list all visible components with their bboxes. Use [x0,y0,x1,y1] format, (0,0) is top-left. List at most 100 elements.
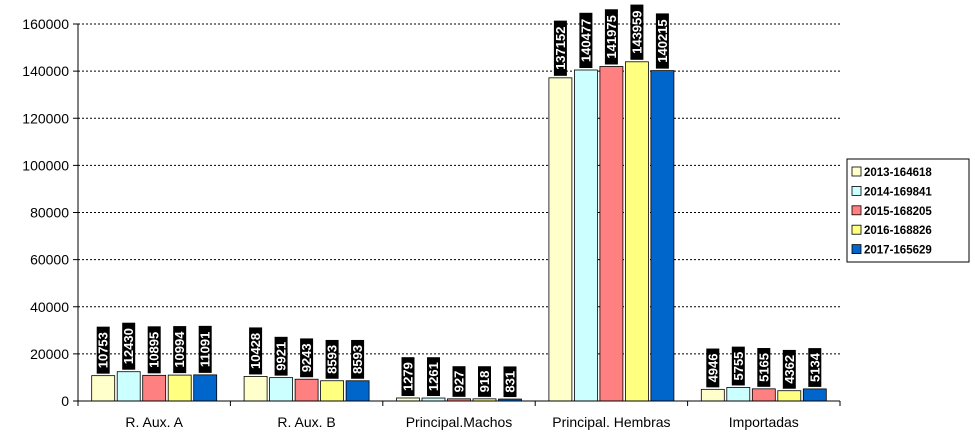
bar [777,390,802,402]
data-label: 137152 [553,27,568,70]
data-label-box [147,326,161,374]
y-tick-label: 60000 [30,252,69,268]
data-label: 831 [503,371,518,393]
data-label: 5165 [756,353,771,382]
data-label-box [300,338,314,378]
data-label: 140215 [655,19,670,62]
bar [116,371,141,402]
legend-swatch [851,166,862,177]
bar [650,70,675,402]
data-label: 4362 [782,355,797,384]
y-tick-label: 140000 [22,63,69,79]
data-label-box [173,326,187,374]
bar [802,388,827,402]
bar [167,374,192,402]
bar [700,388,725,402]
data-label-box [579,12,593,69]
y-tick-label: 0 [61,393,69,409]
gridlines [78,23,840,355]
data-label: 9243 [299,343,314,372]
legend-label: 2015-168205 [864,206,932,218]
data-label: 8593 [325,345,340,374]
bar [345,380,370,402]
data-label-box [604,9,618,65]
data-label: 10753 [96,332,111,368]
data-label-box [198,325,212,373]
legend-box [846,158,970,263]
data-label-box [249,327,263,375]
bar [91,375,116,402]
x-tick-label: R. Aux. B [277,414,335,430]
data-label-box [808,348,822,387]
data-label: 918 [477,371,492,393]
data-label-box [503,366,517,398]
data-label: 5755 [731,352,746,381]
bar [294,378,319,402]
bar [726,387,751,402]
legend-label: 2013-164618 [864,167,932,179]
x-tick-label: Importadas [729,414,799,430]
y-tick-label: 40000 [30,299,69,315]
legend-label: 2017-165629 [864,245,932,257]
bar [574,69,598,402]
legend-swatch [851,205,862,216]
data-label-box [274,336,288,376]
data-label-box [782,349,796,389]
data-label: 11091 [198,332,213,367]
data-label-box [325,339,339,379]
data-label-box [630,4,644,60]
legend-swatch [851,244,862,255]
data-label: 143959 [629,11,644,54]
data-label: 12430 [121,328,136,364]
legend-label: 2014-169841 [864,186,932,198]
data-label: 10428 [248,333,263,369]
legend-swatch [851,185,862,196]
x-tick-label: Principal. Hembras [552,414,670,430]
bar [548,77,573,402]
data-label-box [655,13,669,69]
legend-swatch [851,224,862,235]
y-tick-label: 120000 [22,110,69,126]
data-label: 9921 [274,342,289,371]
data-label: 141975 [604,15,619,58]
bar [142,374,167,402]
bar [193,374,218,402]
y-tick-label: 160000 [22,16,69,32]
data-label: 927 [452,371,467,393]
data-label: 5134 [807,352,822,382]
data-label-box [122,322,136,370]
bar [625,61,649,402]
x-tick-label: R. Aux. A [125,414,183,430]
data-label-box [351,339,365,379]
bar [243,376,268,402]
data-label-box [427,357,440,397]
data-label: 140477 [578,19,593,62]
data-label: 1261 [426,362,441,391]
y-tick-label: 100000 [22,157,69,173]
y-tick-label: 80000 [30,205,69,221]
data-label: 8593 [350,345,365,374]
legend-label: 2016-168826 [864,225,932,237]
x-axis: R. Aux. A R. Aux. B Principal.Machos Princi… [77,400,841,430]
bars: 10753 12430 10895 10994 11091 10428 9921 9243 85… [91,4,827,402]
bar [751,388,776,402]
bar [599,66,624,402]
data-label: 1279 [401,362,416,391]
data-label-box [96,326,110,374]
legend: 2013-164618 2014-169841 2015-168205 2016-16… [846,158,970,263]
x-tick-label: Principal.Machos [406,414,513,430]
y-tick-label: 20000 [30,346,69,362]
bar [269,377,294,402]
y-axis: 0 20000 40000 60000 80000 100000 120000 140000 1… [22,16,79,409]
data-label: 10994 [172,331,187,368]
data-label-box [757,348,771,387]
data-label: 4946 [705,353,720,382]
data-label-box [478,366,491,397]
data-label-box [731,346,745,386]
bar [320,380,345,402]
data-label-box [706,348,720,388]
data-label-box [553,20,567,76]
data-label-box [401,357,415,396]
data-label: 10895 [147,332,162,368]
